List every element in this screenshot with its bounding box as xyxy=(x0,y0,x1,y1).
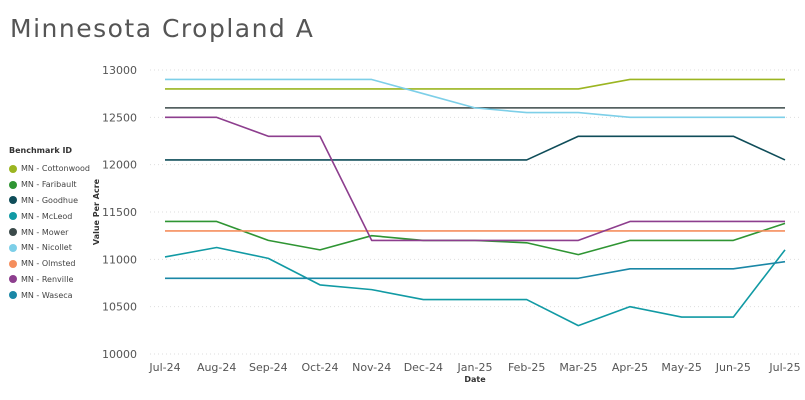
x-tick-label: Jun-25 xyxy=(715,361,751,374)
grid-lines xyxy=(150,69,800,355)
legend-marker xyxy=(9,275,17,284)
legend-item-mn-nicollet[interactable]: MN - Nicollet xyxy=(9,240,90,256)
x-tick-label: Sep-24 xyxy=(249,361,288,374)
x-tick-label: Feb-25 xyxy=(508,361,545,374)
legend-item-mn-waseca[interactable]: MN - Waseca xyxy=(9,287,90,303)
legend-marker xyxy=(9,228,17,237)
chart-title: Minnesota Cropland A xyxy=(10,14,315,43)
legend-item-mn-mcleod[interactable]: MN - McLeod xyxy=(9,208,90,224)
x-axis-label: Date xyxy=(464,375,486,384)
legend-item-mn-olmsted[interactable]: MN - Olmsted xyxy=(9,256,90,272)
x-tick-label: Jul-25 xyxy=(768,361,800,374)
legend-label: MN - Waseca xyxy=(21,290,73,300)
legend-item-mn-faribault[interactable]: MN - Faribault xyxy=(9,177,90,193)
y-tick-label: 12000 xyxy=(102,159,137,172)
legend-marker xyxy=(9,243,17,252)
series-line-mn-goodhue xyxy=(165,135,786,161)
legend-label: MN - McLeod xyxy=(21,211,73,221)
series-line-mn-nicollet xyxy=(165,78,785,119)
legend-title: Benchmark ID xyxy=(9,146,73,155)
y-axis-label: Value Per Acre xyxy=(92,178,101,245)
x-tick-label: May-25 xyxy=(661,361,702,374)
legend-label: MN - Nicollet xyxy=(21,243,72,253)
series-line-mn-renville xyxy=(165,116,785,242)
legend-marker xyxy=(9,291,17,300)
series-lines xyxy=(164,78,786,327)
legend: Benchmark ID MN - Cottonwood MN - Faribau… xyxy=(9,146,90,303)
y-tick-label: 12500 xyxy=(102,111,137,124)
series-line-mn-mcleod xyxy=(164,246,786,327)
legend-label: MN - Mower xyxy=(21,227,69,237)
legend-marker xyxy=(9,259,17,268)
x-tick-label: Aug-24 xyxy=(197,361,236,374)
legend-label: MN - Faribault xyxy=(21,180,77,190)
legend-marker xyxy=(9,196,17,205)
y-tick-label: 10000 xyxy=(102,348,137,361)
y-tick-label: 10500 xyxy=(102,301,137,314)
legend-item-mn-goodhue[interactable]: MN - Goodhue xyxy=(9,193,90,209)
legend-marker xyxy=(9,164,17,173)
x-tick-label: Dec-24 xyxy=(404,361,443,374)
series-line-mn-waseca xyxy=(165,260,786,280)
x-tick-label: Oct-24 xyxy=(302,361,339,374)
legend-label: MN - Goodhue xyxy=(21,195,78,205)
legend-label: MN - Renville xyxy=(21,274,74,284)
legend-item-mn-mower[interactable]: MN - Mower xyxy=(9,224,90,240)
legend-marker xyxy=(9,212,17,221)
x-tick-label: Jan-25 xyxy=(457,361,493,374)
legend-item-mn-renville[interactable]: MN - Renville xyxy=(9,272,90,288)
legend-marker xyxy=(9,180,17,189)
legend-label: MN - Olmsted xyxy=(21,259,76,269)
x-tick-label: Jul-24 xyxy=(148,361,180,374)
x-tick-label: Mar-25 xyxy=(559,361,597,374)
y-tick-label: 11500 xyxy=(102,206,137,219)
y-axis-ticks: 10000 10500 11000 11500 12000 12500 13000 xyxy=(102,64,137,361)
legend-item-mn-cottonwood[interactable]: MN - Cottonwood xyxy=(9,161,90,177)
series-line-mn-cottonwood xyxy=(165,78,785,90)
series-line-mn-faribault xyxy=(165,220,786,256)
x-tick-label: Apr-25 xyxy=(612,361,648,374)
x-axis-ticks: Jul-24 Aug-24 Sep-24 Oct-24 Nov-24 Dec-24 Jan-… xyxy=(148,361,800,374)
legend-items: MN - Cottonwood MN - Faribault MN - Goodhu… xyxy=(9,161,90,303)
y-tick-label: 11000 xyxy=(102,253,137,266)
x-tick-label: Nov-24 xyxy=(352,361,391,374)
legend-label: MN - Cottonwood xyxy=(21,164,90,174)
y-tick-label: 13000 xyxy=(102,64,137,77)
